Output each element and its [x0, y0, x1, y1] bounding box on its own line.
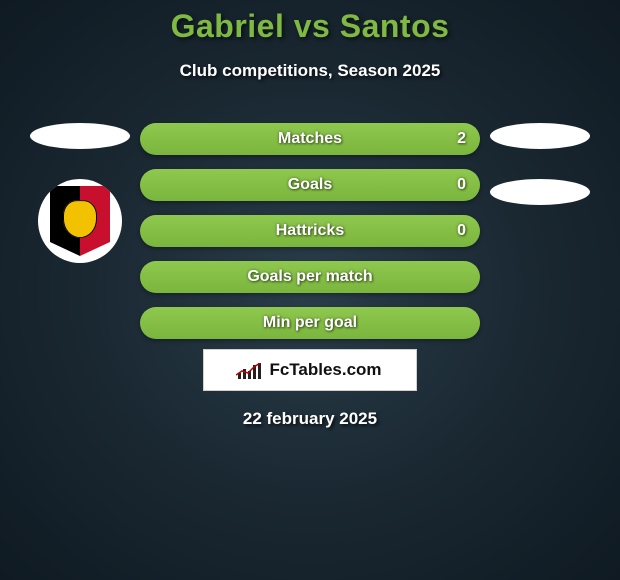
- club-crest-icon: [50, 186, 110, 256]
- branding-text: FcTables.com: [269, 360, 381, 380]
- stat-right-value: 2: [457, 130, 466, 148]
- stat-label: Matches: [278, 130, 342, 148]
- right-club-ellipse: [490, 179, 590, 205]
- left-column: [20, 123, 140, 263]
- stat-row-goals: Goals 0: [140, 169, 480, 201]
- branding-box[interactable]: FcTables.com: [203, 349, 417, 391]
- page-subtitle: Club competitions, Season 2025: [180, 61, 441, 81]
- stat-right-value: 0: [457, 222, 466, 240]
- stat-row-goals-per-match: Goals per match: [140, 261, 480, 293]
- stat-row-min-per-goal: Min per goal: [140, 307, 480, 339]
- left-club-badge: [38, 179, 122, 263]
- chart-icon: [238, 361, 261, 379]
- page-title: Gabriel vs Santos: [171, 8, 450, 45]
- left-player-ellipse: [30, 123, 130, 149]
- root: Gabriel vs Santos Club competitions, Sea…: [0, 0, 620, 429]
- stat-label: Goals per match: [247, 268, 372, 286]
- stat-label: Min per goal: [263, 314, 357, 332]
- stat-label: Goals: [288, 176, 332, 194]
- stats-list: Matches 2 Goals 0 Hattricks 0 Goals per …: [140, 123, 480, 339]
- footer-date: 22 february 2025: [243, 409, 377, 429]
- right-column: [480, 123, 600, 205]
- stat-row-hattricks: Hattricks 0: [140, 215, 480, 247]
- chart-line-icon: [236, 363, 262, 377]
- stat-label: Hattricks: [276, 222, 344, 240]
- content-row: Matches 2 Goals 0 Hattricks 0 Goals per …: [0, 123, 620, 339]
- stat-row-matches: Matches 2: [140, 123, 480, 155]
- stat-right-value: 0: [457, 176, 466, 194]
- footer-area: FcTables.com 22 february 2025: [203, 339, 417, 429]
- right-player-ellipse: [490, 123, 590, 149]
